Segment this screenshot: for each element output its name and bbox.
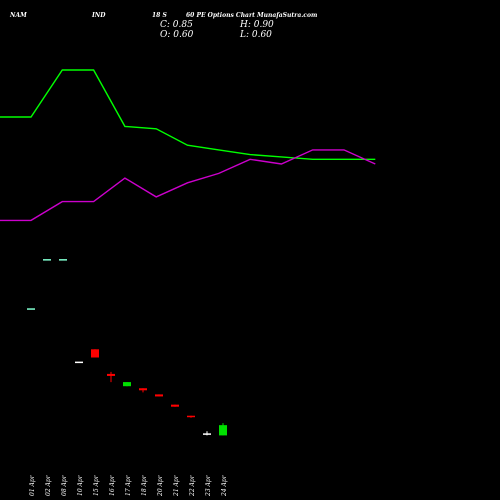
header-symbol-part3: 18 S: [152, 12, 167, 19]
x-tick-label: 01 Apr: [29, 474, 36, 496]
header-high-value: H: 0.90: [240, 20, 274, 30]
x-tick-label: 20 Apr: [157, 474, 164, 497]
candle-body-12: [219, 425, 227, 436]
x-tick-label: 15 Apr: [93, 474, 100, 496]
x-tick-label: 23 Apr: [205, 474, 212, 497]
candle-body-9: [171, 404, 179, 407]
header-low-value: L: 0.60: [240, 30, 272, 40]
candle-body-7: [139, 388, 147, 391]
chart-header: NAM IND 18 S 60 PE Options Chart MunafaS…: [0, 8, 500, 42]
x-tick-label: 10 Apr: [77, 474, 84, 496]
x-tick-label: 16 Apr: [109, 474, 116, 496]
header-open-value: O: 0.60: [160, 30, 194, 40]
header-symbol-part1: NAM: [10, 12, 27, 19]
candle-body-10: [187, 415, 195, 418]
candle-body-8: [155, 394, 163, 397]
indicator-line-1: [0, 69, 376, 161]
candle-body-6: [123, 382, 131, 387]
candle-body-11: [203, 433, 211, 435]
indicator-line-2: [0, 149, 376, 222]
candle-body-1: [43, 259, 51, 261]
x-tick-label: 22 Apr: [189, 474, 196, 497]
candle-body-3: [75, 361, 83, 364]
header-symbol-part2: IND: [92, 12, 106, 19]
x-tick-label: 24 Apr: [221, 474, 228, 497]
candle-body-5: [107, 373, 115, 376]
x-tick-label: 18 Apr: [141, 474, 148, 496]
x-tick-label: 17 Apr: [125, 474, 132, 496]
x-tick-label: 02 Apr: [45, 474, 52, 496]
x-tick-label: 21 Apr: [173, 474, 180, 497]
candle-body-4: [91, 349, 99, 358]
header-chart-title: 60 PE Options Chart MunafaSutra.com: [186, 12, 318, 19]
x-tick-label: 08 Apr: [61, 474, 68, 496]
header-close-value: C: 0.85: [160, 20, 193, 30]
candle-body-2: [59, 259, 67, 261]
candle-body-0: [27, 308, 35, 310]
